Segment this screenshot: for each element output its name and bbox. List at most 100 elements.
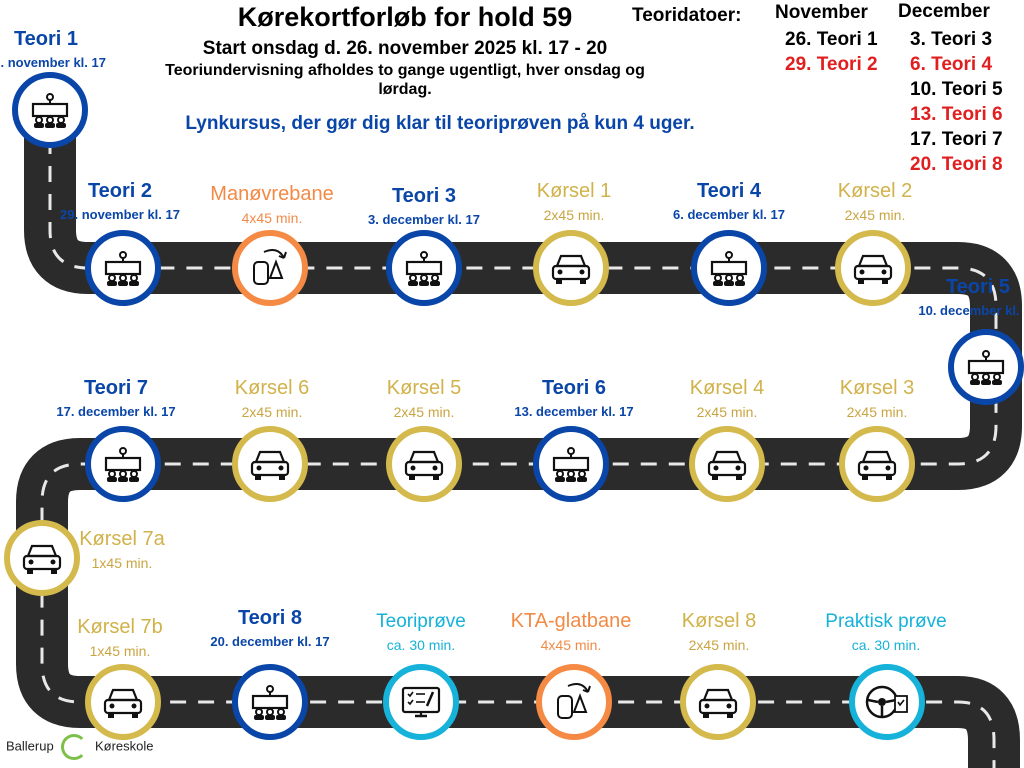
step-node-15 [4, 520, 80, 596]
step-node-13 [232, 426, 308, 502]
step-node-11 [533, 426, 609, 502]
date-entry: 26. Teori 1 [785, 29, 878, 50]
car-icon [698, 688, 738, 718]
step-label-20: Kørsel 8 2x45 min. [619, 610, 819, 653]
classroom-icon [710, 251, 748, 286]
cone-car-icon [253, 249, 287, 285]
steering-wheel-icon [865, 685, 908, 719]
step-ring [948, 329, 1024, 405]
classroom-icon [104, 251, 142, 286]
step-node-20 [680, 664, 756, 740]
step-subtitle: 4x45 min. [540, 637, 602, 653]
step-title: Manøvrebane [210, 183, 334, 205]
step-title: Teori 7 [83, 377, 149, 399]
step-title: Kørsel 7a [79, 528, 165, 550]
car-icon [853, 254, 893, 284]
step-subtitle: 2x45 min. [844, 207, 906, 223]
classroom-icon [552, 447, 590, 482]
classroom-icon [251, 685, 289, 720]
step-node-3 [232, 230, 308, 306]
step-subtitle: 1x45 min. [89, 643, 151, 659]
step-title: Teoriprøve [376, 611, 466, 632]
step-label-11: Teori 6 13. december kl. 17 [474, 377, 674, 419]
step-title: Teori 5 [945, 276, 1011, 298]
step-label-18: Teoriprøve ca. 30 min. [321, 611, 521, 653]
step-ring [533, 230, 609, 306]
step-node-1 [12, 72, 88, 148]
step-label-15: Kørsel 7a 1x45 min. [22, 528, 222, 571]
step-ring [680, 664, 756, 740]
step-subtitle: ca. 30 min. [386, 637, 456, 653]
step-title: Praktisk prøve [825, 611, 947, 632]
car-icon [707, 450, 747, 480]
step-label-21: Praktisk prøve ca. 30 min. [786, 611, 986, 653]
computer-test-icon [401, 686, 441, 718]
step-node-19 [536, 664, 612, 740]
step-node-6 [691, 230, 767, 306]
step-title: Teori 3 [391, 185, 457, 207]
car-icon [404, 450, 444, 480]
car-icon [103, 688, 143, 718]
car-icon [551, 254, 591, 284]
step-title: Teori 1 [13, 28, 79, 50]
step-ring [12, 72, 88, 148]
step-label-10: Kørsel 4 2x45 min. [627, 377, 827, 420]
step-ring [835, 230, 911, 306]
step-ring [232, 664, 308, 740]
step-subtitle: 20. december kl. 17 [210, 634, 330, 649]
step-title: KTA-glatbane [510, 610, 632, 632]
logo-text-right: Køreskole [94, 738, 154, 754]
car-icon [250, 450, 290, 480]
date-entry: 13. Teori 6 [910, 104, 1003, 125]
step-node-14 [85, 426, 161, 502]
step-ring [85, 426, 161, 502]
step-subtitle: 13. december kl. 17 [514, 404, 634, 419]
step-label-12: Kørsel 5 2x45 min. [324, 377, 524, 420]
step-subtitle: 6. december kl. 17 [672, 207, 785, 222]
step-node-4 [386, 230, 462, 306]
step-subtitle: 2x45 min. [543, 207, 605, 223]
step-title: Teori 2 [87, 180, 153, 202]
step-title: Kørsel 3 [839, 377, 915, 399]
school-logo: Ballerup Køreskole [6, 734, 153, 760]
step-title: Kørsel 1 [536, 180, 612, 202]
step-title: Kørsel 6 [234, 377, 310, 399]
step-node-18 [383, 664, 459, 740]
step-ring [232, 230, 308, 306]
step-node-8 [948, 329, 1024, 405]
step-subtitle: 2x45 min. [241, 404, 303, 420]
step-subtitle: ca. 30 min. [851, 637, 921, 653]
classroom-icon [104, 447, 142, 482]
step-node-5 [533, 230, 609, 306]
step-ring [839, 426, 915, 502]
step-label-13: Kørsel 6 2x45 min. [172, 377, 372, 420]
step-label-5: Kørsel 1 2x45 min. [474, 180, 674, 223]
classroom-icon [967, 350, 1005, 385]
dates-label: Teoridatoer: [632, 5, 742, 26]
step-node-12 [386, 426, 462, 502]
classroom-icon [405, 251, 443, 286]
step-label-1: Teori 1 26. november kl. 17 [0, 28, 146, 70]
step-node-21 [849, 664, 925, 740]
step-subtitle: 2x45 min. [846, 404, 908, 420]
date-entry: 3. Teori 3 [910, 29, 993, 50]
step-node-9 [839, 426, 915, 502]
step-title: Kørsel 8 [681, 610, 757, 632]
step-title: Kørsel 4 [689, 377, 765, 399]
step-ring [533, 426, 609, 502]
step-node-2 [85, 230, 161, 306]
december-header: December [898, 1, 990, 22]
step-title: Kørsel 2 [837, 180, 913, 202]
step-ring [85, 230, 161, 306]
step-subtitle: 2x45 min. [688, 637, 750, 653]
logo-text-left: Ballerup [6, 738, 54, 754]
step-subtitle: 26. november kl. 17 [0, 55, 106, 70]
step-subtitle: 29. november kl. 17 [60, 207, 180, 222]
step-title: Teori 4 [696, 180, 762, 202]
step-subtitle: 3. december kl. 17 [367, 212, 480, 227]
step-label-19: KTA-glatbane 4x45 min. [471, 610, 671, 653]
step-subtitle: 10. december kl. 17 [918, 303, 1024, 318]
tagline: Lynkursus, der gør dig klar til teoriprø… [185, 113, 695, 134]
car-icon [22, 544, 62, 574]
